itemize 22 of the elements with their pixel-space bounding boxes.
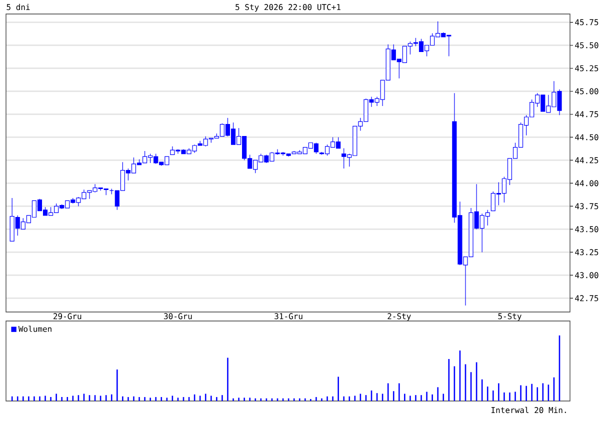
- y-tick-label: 45.75: [575, 19, 598, 26]
- x-tick-label: 29-Gru: [54, 313, 82, 320]
- y-tick-label: 43.25: [575, 249, 598, 256]
- x-tick-label: 30-Gru: [164, 313, 192, 320]
- x-tick-label: 5-Sty: [498, 313, 522, 321]
- legend-label: Wolumen: [18, 326, 52, 332]
- y-tick-label: 43.75: [575, 203, 598, 210]
- chart-title: 5 dni: [6, 4, 30, 10]
- text: Interwal 20 Min.: [492, 406, 566, 414]
- y-tick-label: 45.00: [575, 88, 598, 94]
- y-tick-label: 44.00: [575, 180, 598, 186]
- y-tick-label: 45.50: [575, 42, 598, 48]
- x-tick-label: 31-Gru: [274, 313, 302, 320]
- y-tick-label: 44.50: [575, 134, 598, 140]
- y-tick-label: 44.75: [575, 111, 598, 118]
- y-tick-label: 43.00: [575, 272, 598, 278]
- y-tick-label: 45.25: [575, 65, 598, 72]
- y-tick-label: 43.50: [575, 226, 598, 232]
- y-tick-label: 44.25: [575, 157, 598, 164]
- x-tick-label: 2-Sty: [388, 313, 411, 321]
- chart-subtitle: 5 Sty 2026 22:00 UTC+1: [236, 4, 340, 12]
- y-tick-label: 42.75: [575, 295, 598, 302]
